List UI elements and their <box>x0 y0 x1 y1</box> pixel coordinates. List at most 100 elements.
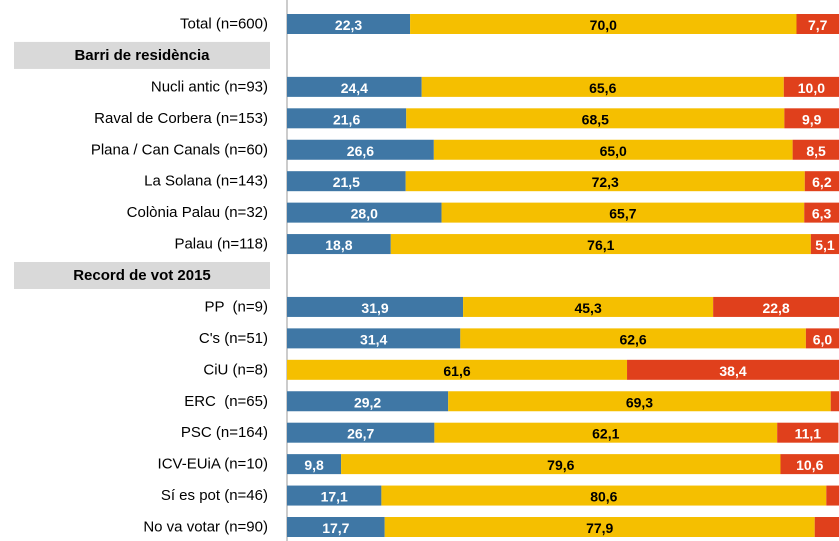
bar-segment <box>287 485 382 506</box>
bar-segment <box>810 234 839 255</box>
category-label: Palau (n=118) <box>174 236 268 253</box>
value-label: 21,6 <box>333 111 360 127</box>
value-label: 17,7 <box>322 520 349 536</box>
value-label: 6,0 <box>813 331 833 347</box>
bar-segment <box>421 76 784 97</box>
value-label: 7,7 <box>808 17 828 33</box>
bar-segment <box>405 171 805 192</box>
bar-segment <box>441 202 805 223</box>
value-label: 24,4 <box>341 80 368 96</box>
section-header-bg <box>14 262 270 289</box>
bar-segment <box>287 108 407 129</box>
value-label: 77,9 <box>586 520 613 536</box>
value-label: 26,6 <box>347 143 374 159</box>
bar-segment <box>287 76 422 97</box>
value-label: 21,5 <box>333 174 360 190</box>
bar-segment <box>287 328 461 349</box>
bar-segment <box>804 202 839 223</box>
bar-segment <box>805 328 839 349</box>
category-label: CiU (n=8) <box>203 361 268 378</box>
bar-segment <box>384 517 815 537</box>
bar-segment <box>780 454 839 475</box>
value-label: 65,6 <box>589 80 616 96</box>
value-label: 22,8 <box>762 300 789 316</box>
bar-segment <box>287 517 385 537</box>
category-label: Raval de Corbera (n=153) <box>94 110 268 127</box>
value-label: 10,6 <box>796 457 823 473</box>
bar-segment <box>796 14 839 34</box>
bar-segment <box>434 422 778 443</box>
value-label: 6,2 <box>812 174 832 190</box>
bar-segment <box>287 454 342 475</box>
value-label: 26,7 <box>347 426 374 442</box>
bar-segment <box>830 391 839 412</box>
value-label: 5,1 <box>815 237 835 253</box>
bar-segment <box>804 171 839 192</box>
bar-segment <box>406 108 785 129</box>
bar-segment <box>784 108 839 129</box>
bar-segment <box>433 139 793 160</box>
value-label: 29,2 <box>354 394 381 410</box>
bar-segment <box>460 328 806 349</box>
value-label: 68,5 <box>582 111 609 127</box>
value-label: 61,6 <box>443 363 470 379</box>
bar-segment <box>381 485 827 506</box>
category-label: Total (n=600) <box>180 16 268 33</box>
value-label: 62,1 <box>592 426 619 442</box>
bar-segment <box>287 359 628 380</box>
value-label: 8,5 <box>806 143 826 159</box>
value-label: 65,7 <box>609 206 636 222</box>
bar-segment <box>783 76 839 97</box>
value-label: 62,6 <box>619 331 646 347</box>
value-label: 72,3 <box>592 174 619 190</box>
category-label: Sí es pot (n=46) <box>161 487 268 504</box>
value-label: 28,0 <box>351 206 378 222</box>
section-header: Barri de residència <box>74 47 210 64</box>
category-label: ICV-EUiA (n=10) <box>158 456 268 473</box>
value-label: 17,1 <box>321 489 348 505</box>
category-label: Nucli antic (n=93) <box>151 78 268 95</box>
value-label: 10,0 <box>798 80 825 96</box>
bar-segment <box>627 359 839 380</box>
bar-segment <box>341 454 781 475</box>
bar-segment <box>287 14 411 34</box>
value-label: 69,3 <box>626 394 653 410</box>
bar-segment <box>287 171 406 192</box>
category-label: ERC (n=65) <box>184 393 268 410</box>
category-label: PP (n=9) <box>204 298 268 315</box>
value-label: 65,0 <box>600 143 627 159</box>
bar-segment <box>287 296 464 317</box>
bar-segment <box>814 517 839 537</box>
value-label: 18,8 <box>325 237 352 253</box>
category-label: C's (n=51) <box>199 330 268 347</box>
value-label: 9,9 <box>802 111 822 127</box>
value-label: 80,6 <box>590 489 617 505</box>
bar-segment <box>826 485 839 506</box>
bar-segment <box>287 139 434 160</box>
section-header-bg <box>14 41 270 69</box>
value-label: 31,4 <box>360 331 387 347</box>
value-label: 76,1 <box>587 237 614 253</box>
value-label: 70,0 <box>590 17 617 33</box>
bar-segment <box>410 14 797 34</box>
value-label: 22,3 <box>335 17 362 33</box>
bar-segment <box>448 391 831 412</box>
category-label: PSC (n=164) <box>181 424 268 441</box>
value-label: 31,9 <box>361 300 388 316</box>
bar-segment <box>390 234 811 255</box>
bar-segment <box>463 296 714 317</box>
value-label: 9,8 <box>304 457 324 473</box>
value-label: 45,3 <box>574 300 601 316</box>
bar-segment <box>287 391 449 412</box>
value-label: 11,1 <box>795 426 822 442</box>
bar-segment <box>287 422 435 443</box>
category-label: No va votar (n=90) <box>143 519 268 536</box>
bar-segment <box>713 296 839 317</box>
category-label: Colònia Palau (n=32) <box>127 204 268 221</box>
section-header: Record de vot 2015 <box>73 267 211 284</box>
bar-segment <box>287 202 442 223</box>
value-label: 6,3 <box>812 206 832 222</box>
category-label: Plana / Can Canals (n=60) <box>91 141 268 158</box>
category-label: La Solana (n=143) <box>144 173 268 190</box>
